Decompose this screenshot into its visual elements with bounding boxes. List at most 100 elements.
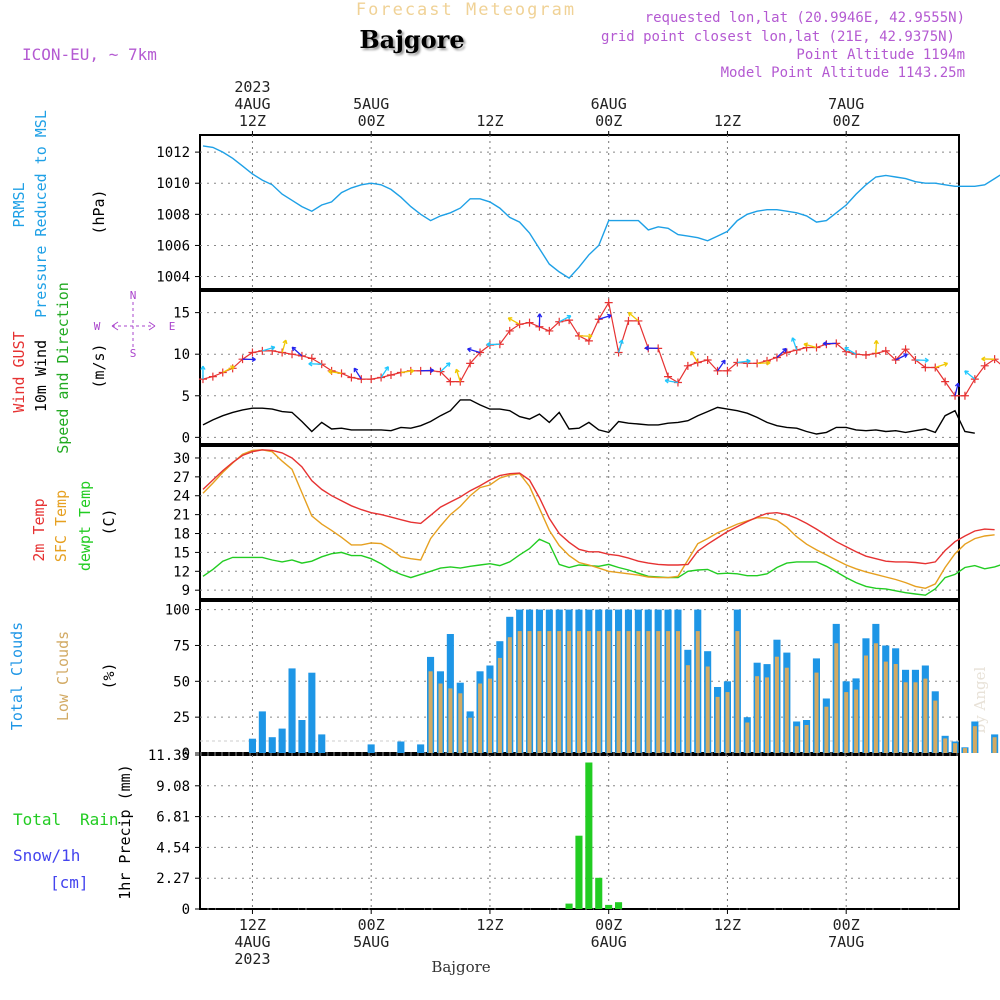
gust-point	[466, 359, 475, 368]
y-tick-label: 27	[173, 470, 190, 486]
wind-direction-arrowhead	[721, 359, 726, 365]
low-clouds-bar	[616, 631, 621, 753]
low-clouds-bar	[844, 692, 849, 753]
compass-icon: N S E W	[94, 289, 176, 360]
wind-direction-arrow	[400, 370, 414, 374]
wind-direction-arrowhead	[903, 353, 908, 358]
pressure-axis-title: PRMSL	[10, 182, 28, 227]
low-clouds-bar	[784, 667, 789, 753]
wind-direction-arrowhead	[607, 313, 612, 319]
low-clouds-bar	[557, 631, 562, 753]
wind-direction-arrowhead	[822, 340, 828, 347]
gust-point	[307, 354, 316, 363]
wind-direction-arrowhead	[690, 350, 695, 356]
low-clouds-bar	[626, 631, 631, 753]
wind-direction-arrowhead	[454, 368, 460, 374]
low-clouds-bar	[834, 643, 839, 753]
wind-direction-arrowhead	[467, 347, 472, 353]
wind-direction-arrowhead	[803, 342, 809, 348]
wind-direction-arrow	[455, 369, 461, 382]
gust-point	[515, 320, 524, 329]
wind-direction-arrow	[665, 379, 679, 384]
wind-direction-arrow	[222, 365, 235, 374]
low-clouds-bar	[864, 655, 868, 753]
low-clouds-bar	[676, 631, 680, 753]
gust-point	[525, 318, 534, 327]
requested-coords: requested lon,lat (20.9946E, 42.9555N)	[645, 10, 965, 26]
low-clouds-bar	[854, 689, 859, 753]
wind-direction-arrow	[791, 337, 798, 351]
low-clouds-bar	[428, 671, 433, 753]
low-clouds-bar	[933, 700, 938, 753]
wind-direction-arrowhead	[270, 345, 276, 351]
wind-panel-frame	[199, 290, 960, 445]
low-clouds-bar	[567, 631, 572, 753]
compass-north: N	[130, 289, 137, 302]
low-clouds-bar	[804, 725, 809, 753]
wind-direction-arrow	[558, 315, 572, 323]
total-clouds-bar	[367, 744, 375, 753]
bottom-time-label: 12Z	[476, 916, 503, 934]
grid-point-coords: grid point closest lon,lat (21E, 42.9375…	[601, 29, 955, 45]
top-time-label: 00Z	[833, 112, 860, 130]
model-label: ICON-EU, ~ 7km	[22, 45, 157, 64]
pressure-axis-subtitle: Pressure Reduced to MSL	[32, 110, 50, 318]
y-tick-label: 1006	[156, 238, 190, 254]
wind-direction-arrowhead	[782, 347, 787, 353]
gust-point	[446, 377, 455, 386]
wind-direction-arrow	[291, 346, 303, 357]
wind-direction-arrow	[281, 339, 287, 353]
model-altitude: Model Point Altitude 1143.25m	[721, 65, 965, 81]
wind-unit: (m/s)	[90, 343, 108, 388]
gust-point	[861, 351, 870, 360]
low-clouds-bar	[517, 631, 522, 753]
pressure-unit: (hPa)	[90, 189, 108, 234]
gust-point	[218, 368, 227, 377]
low-clouds-bar	[755, 676, 760, 753]
y-tick-label: 1004	[156, 270, 190, 286]
gust-point	[901, 345, 910, 354]
low-clouds-bar	[903, 682, 908, 753]
low-clouds-bar	[745, 722, 750, 753]
wind-direction-arrow	[617, 339, 623, 353]
low-clouds-bar	[537, 631, 542, 753]
gust-point	[545, 326, 554, 335]
grid-lines	[200, 135, 959, 910]
gust-point	[941, 377, 950, 386]
wind-direction-arrowhead	[664, 378, 670, 384]
low-clouds-bar	[646, 631, 651, 753]
low-clouds-bar	[774, 656, 779, 753]
pressure-line	[202, 145, 1000, 280]
wind-direction-arrow	[262, 346, 275, 352]
top-time-label: 7AUG	[828, 95, 864, 113]
low-clouds-bar	[814, 672, 819, 753]
gust-point	[386, 370, 395, 379]
wind-direction-arrowhead	[446, 362, 451, 367]
low-clouds-bar	[705, 666, 710, 753]
legend-rain: Rain	[80, 810, 119, 829]
y-tick-label: 12	[173, 564, 190, 580]
wind-speed-line	[202, 399, 975, 435]
wind-speed-axis-title: 10m Wind	[32, 340, 50, 412]
wind-direction-arrowhead	[766, 360, 771, 366]
wind-direction-arrow	[690, 351, 699, 363]
wind-direction-arrow	[757, 362, 771, 364]
precip-bar	[605, 904, 613, 909]
y-tick-label: 11.35	[148, 748, 190, 764]
wind-direction-arrow	[803, 343, 817, 349]
wind-direction-arrowhead	[384, 366, 389, 371]
low-clouds-bar	[715, 696, 720, 753]
wind-direction-arrowhead	[200, 365, 206, 370]
y-tick-label: 0	[182, 902, 190, 918]
wind-direction-arrowhead	[924, 357, 929, 363]
wind-direction-arrow	[628, 312, 639, 322]
low-clouds-bar	[735, 631, 740, 753]
y-tick-label: 1012	[156, 145, 190, 161]
top-time-label: 12Z	[714, 112, 741, 130]
low-clouds-bar	[547, 631, 552, 753]
gust-point	[248, 348, 257, 357]
y-tick-label: 5	[182, 389, 190, 405]
wind-direction-arrowhead	[282, 339, 288, 345]
